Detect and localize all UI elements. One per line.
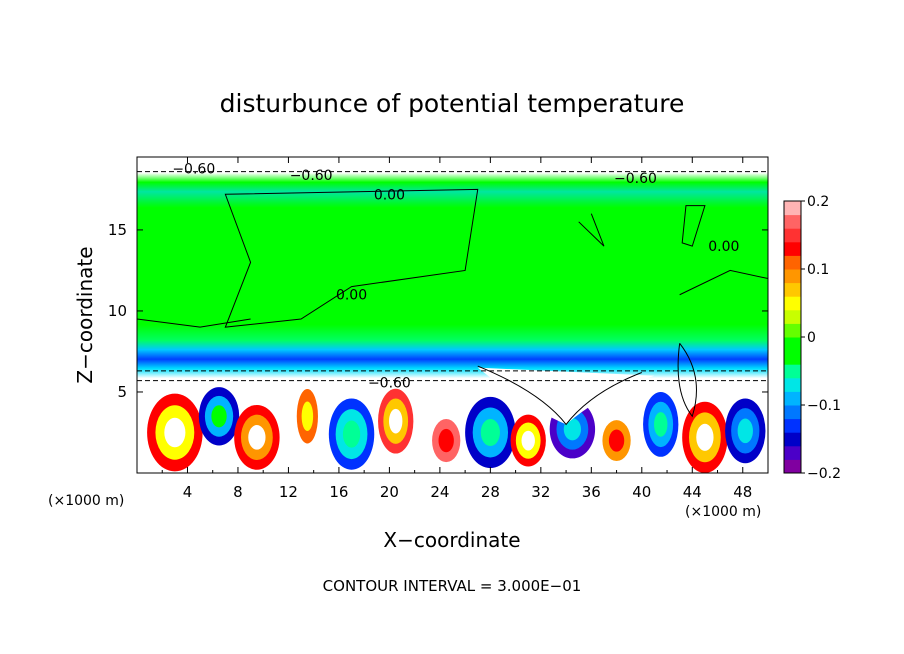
colorbar-segment: [784, 391, 801, 406]
cell-core: [696, 423, 714, 451]
cell-core: [438, 428, 454, 453]
contour-line: [681, 205, 706, 247]
colorbar-segment: [784, 228, 801, 243]
x-tick-label: 44: [683, 483, 702, 501]
plot-area: 0.00 0.00 0.00 −0.60 −0.60 −0.60 −0.60: [137, 157, 768, 473]
x-tick-label: 16: [329, 483, 348, 501]
x-tick-label: 12: [279, 483, 298, 501]
colorbar-segment: [784, 350, 801, 365]
colorbar-segment: [784, 201, 801, 216]
cell-core: [563, 418, 582, 441]
colorbar-segment: [784, 405, 801, 420]
disturbed-region: [477, 367, 655, 425]
x-unit-left: (×1000 m): [48, 493, 124, 509]
y-axis: 5 10 15: [108, 221, 768, 401]
x-tick-label: 24: [430, 483, 449, 501]
colorbar-segment: [784, 377, 801, 392]
cell-core: [164, 417, 186, 448]
colorbar-tick-label: 0: [807, 330, 816, 346]
colorbar-segment: [784, 337, 801, 352]
contour-label: −0.60: [172, 161, 215, 177]
contour-line: [137, 318, 251, 328]
cell-core: [301, 401, 314, 432]
y-axis-label: Z−coordinate: [73, 246, 97, 383]
cell-core: [480, 418, 500, 447]
colorbar-segment: [784, 296, 801, 311]
contour-label: 0.00: [336, 288, 367, 304]
cell-core: [654, 412, 668, 437]
x-axis: 4 8 12 16 20 24 28 32 36 40 44 48: [161, 157, 752, 501]
plot-frame: [136, 156, 769, 474]
chart-title: disturbunce of potential temperature: [220, 89, 685, 118]
cell-core: [211, 405, 227, 428]
x-tick-label: 8: [233, 483, 243, 501]
cell-core: [608, 429, 625, 452]
colorbar-segment: [784, 309, 801, 324]
colorbar-segment: [784, 418, 801, 433]
colorbar: 0.2 0.1 0 −0.1 −0.2: [783, 194, 841, 482]
cell-core: [737, 418, 753, 444]
colorbar-tick-label: 0.2: [807, 194, 829, 210]
contour-labels: 0.00 0.00 0.00 −0.60 −0.60 −0.60 −0.60: [172, 161, 739, 391]
cell-core: [248, 425, 266, 450]
colorbar-segment: [784, 364, 801, 379]
contour-lines: [137, 171, 768, 426]
x-tick-label: 20: [380, 483, 399, 501]
contour-label: −0.60: [368, 375, 411, 391]
x-axis-label: X−coordinate: [383, 528, 520, 552]
x-tick-label: 36: [582, 483, 601, 501]
contour-line: [677, 343, 697, 418]
y-tick-label: 10: [108, 302, 127, 320]
contour-interval-note: CONTOUR INTERVAL = 3.000E−01: [323, 577, 582, 595]
x-tick-label: 28: [481, 483, 500, 501]
colorbar-segment: [784, 459, 801, 474]
contour-label: 0.00: [374, 187, 405, 203]
x-tick-label: 40: [632, 483, 651, 501]
contour-line: [224, 188, 479, 328]
colorbar-segment: [784, 432, 801, 447]
x-tick-label: 4: [183, 483, 193, 501]
y-tick-label: 5: [117, 383, 127, 401]
colorbar-segment: [784, 255, 801, 270]
colorbar-tick-label: −0.2: [807, 466, 841, 482]
cell-core: [342, 420, 361, 448]
colorbar-segment: [784, 282, 801, 297]
convective-cells: [147, 367, 766, 473]
contour-line: [679, 269, 768, 296]
colorbar-segment: [784, 323, 801, 338]
contour-line: [578, 213, 605, 247]
y-tick-label: 15: [108, 221, 127, 239]
colorbar-segment: [784, 214, 801, 229]
colorbar-tick-label: 0.1: [807, 262, 829, 278]
x-tick-label: 32: [531, 483, 550, 501]
contour-label: −0.60: [614, 171, 657, 187]
colorbar-tick-label: −0.1: [807, 398, 841, 414]
contour-line: [477, 365, 642, 426]
colorbar-segment: [784, 269, 801, 284]
x-tick-label: 48: [733, 483, 752, 501]
colorbar-segment: [784, 241, 801, 256]
contour-label: 0.00: [708, 239, 739, 255]
cell-core: [521, 430, 535, 451]
x-unit-right: (×1000 m): [685, 504, 761, 520]
colorbar-segment: [784, 445, 801, 460]
contour-label: −0.60: [290, 168, 333, 184]
cell-core: [388, 408, 403, 434]
